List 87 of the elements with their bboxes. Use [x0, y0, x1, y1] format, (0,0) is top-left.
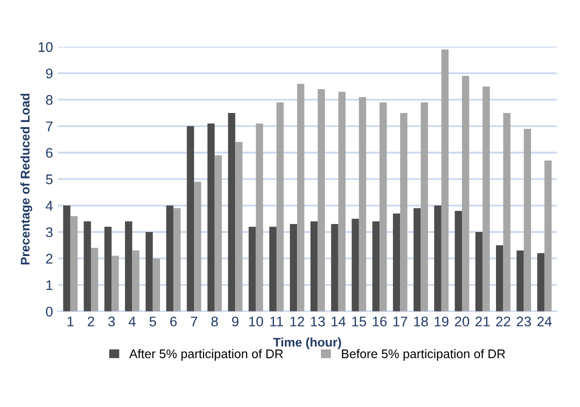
bar [84, 221, 91, 312]
x-tick-label: 16 [372, 316, 387, 326]
bar [434, 206, 442, 312]
y-tick-label: 5 [46, 174, 53, 184]
bar [331, 224, 338, 312]
x-tick-label: 9 [232, 316, 238, 326]
bar [152, 258, 160, 312]
x-tick-label: 15 [352, 316, 366, 326]
x-axis-title: Time (hour) [273, 337, 342, 350]
bar [146, 232, 153, 312]
y-tick-label: 1 [46, 280, 52, 290]
bar [269, 226, 276, 312]
x-tick-label: 2 [88, 316, 94, 326]
bar [516, 250, 524, 312]
bar [194, 182, 202, 312]
bar [124, 221, 132, 312]
bar [475, 232, 483, 312]
bar [338, 92, 346, 312]
bar [310, 221, 318, 312]
y-tick-label: 7 [46, 122, 52, 132]
bar [276, 102, 284, 312]
bar [248, 226, 256, 312]
bar [462, 76, 470, 312]
legend-label: After 5% participation of DR [129, 349, 283, 361]
bar [235, 142, 242, 312]
bar [372, 221, 380, 312]
bar [482, 86, 490, 312]
y-tick-label: 3 [46, 227, 53, 238]
bar [392, 213, 400, 312]
x-tick-label: 7 [190, 316, 198, 326]
x-tick-label: 1 [68, 316, 74, 326]
bar [544, 160, 552, 312]
x-tick-label: 6 [170, 316, 177, 326]
x-tick-label: 17 [393, 316, 408, 326]
bar [214, 155, 222, 312]
x-tick-label: 13 [311, 316, 325, 326]
bar [441, 49, 449, 312]
bar [186, 126, 194, 312]
bar [537, 253, 544, 312]
bar [207, 124, 215, 312]
bar [496, 245, 504, 312]
bar [454, 210, 462, 312]
bar [90, 248, 98, 312]
x-tick-label: 3 [108, 316, 115, 326]
bar [166, 206, 174, 312]
bar [290, 224, 298, 312]
bar [358, 97, 366, 312]
bar [173, 208, 181, 312]
bar [132, 250, 140, 312]
x-tick-label: 21 [476, 316, 490, 326]
bar [228, 112, 236, 312]
x-tick-label: 23 [516, 316, 531, 326]
bar [70, 216, 78, 312]
x-tick-label: 10 [249, 316, 264, 326]
x-tick-label: 22 [496, 316, 510, 326]
x-tick-label: 8 [211, 316, 218, 326]
x-tick-label: 11 [270, 316, 284, 326]
y-tick-label: 10 [38, 42, 53, 52]
x-tick-label: 19 [434, 316, 448, 326]
bar [112, 256, 119, 312]
bar [256, 124, 264, 312]
y-tick-label: 4 [46, 201, 53, 211]
x-tick-label: 12 [290, 316, 304, 326]
bar [524, 128, 532, 312]
x-tick-label: 4 [128, 316, 136, 326]
y-tick-label: 6 [46, 148, 53, 158]
bar [63, 206, 70, 312]
bar [104, 226, 112, 312]
bar [400, 112, 408, 312]
legend-label: Before 5% participation of DR [342, 349, 506, 361]
y-tick-label: 9 [46, 68, 52, 78]
x-tick-label: 5 [150, 316, 156, 326]
bar [352, 218, 359, 312]
x-tick-label: 24 [537, 316, 552, 326]
y-axis-title: Precentage of Reduced Load [20, 94, 32, 264]
bar [380, 102, 387, 312]
bar [414, 208, 421, 312]
y-tick-label: 8 [46, 95, 53, 105]
x-tick-label: 18 [414, 316, 428, 326]
y-tick-label: 0 [46, 306, 53, 317]
x-tick-label: 20 [454, 316, 470, 326]
bar [318, 89, 325, 312]
bar [503, 112, 510, 312]
bar [297, 84, 304, 312]
x-tick-label: 14 [332, 316, 346, 326]
bar [420, 102, 428, 312]
y-tick-label: 2 [46, 254, 52, 264]
